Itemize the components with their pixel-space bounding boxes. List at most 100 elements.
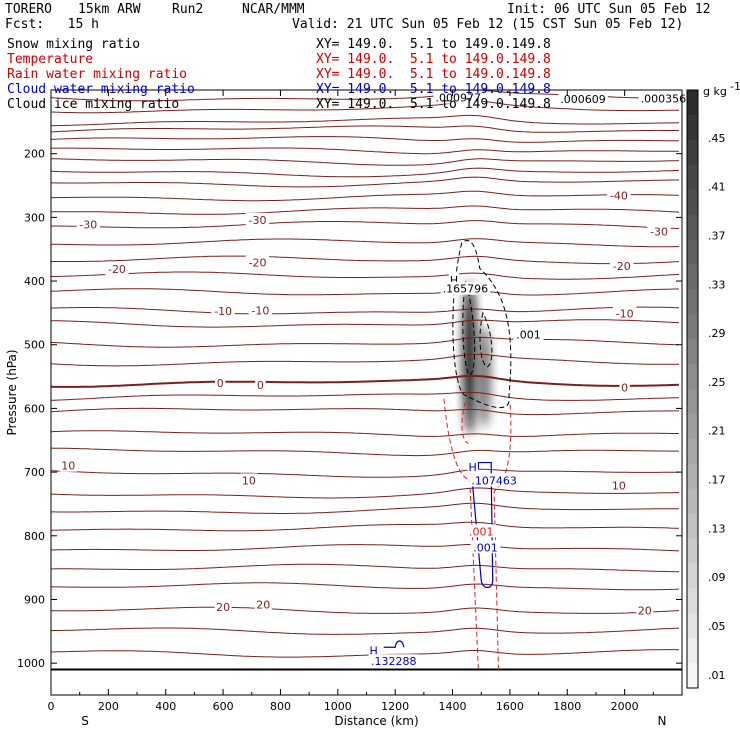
x-tick-label-5: 1000 (324, 700, 352, 713)
colorbar: .45 .41 .37 .33 .29 .25 .21 .17 .13 .09 .05 .01 g kg… (686, 80, 740, 689)
temp-isotherm-1 (51, 100, 679, 114)
rain-label-0-bg (466, 524, 497, 538)
x-tick-label-7: 1400 (439, 700, 467, 713)
colorbar-cell-7 (687, 264, 698, 290)
cloud-ice-label-4-bg (558, 91, 608, 105)
temp-isotherm-6 (51, 158, 680, 166)
colorbar-tick-9: .09 (708, 571, 726, 584)
cloud-ice-contour-core (462, 280, 476, 376)
x-end-label-left: S (81, 714, 89, 728)
temp-label-10-bg (214, 375, 226, 389)
x-axis-label: Distance (km) (334, 714, 418, 728)
temp-isotherm-24 (51, 447, 679, 457)
y-tick-label-0: 200 (24, 148, 45, 161)
temp-isotherm-11 (51, 220, 680, 229)
colorbar-cell-14 (687, 438, 698, 465)
temp-label-3-bg (647, 224, 671, 238)
legend-cloud-ice-range: XY= 149.0. 5.1 to 149.0.149.8 (316, 97, 551, 112)
cloud-water-label-1: H (468, 461, 476, 474)
temp-isotherm-23 (51, 430, 679, 437)
x-tick-label-4: 800 (270, 700, 291, 713)
temp-label-0: -40 (610, 190, 628, 203)
temp-label-16-bg (214, 600, 232, 614)
model-name: TORERO (5, 2, 52, 17)
y-tick-label-2: 400 (24, 275, 45, 288)
colorbar-tick-11: .01 (708, 669, 726, 682)
temp-label-18: 20 (638, 604, 652, 617)
colorbar-cell-11 (687, 364, 698, 390)
cloud-water-contour (472, 461, 494, 589)
cloud-ice-label-4: .000609 (560, 93, 606, 106)
y-tick-label-5: 700 (24, 466, 45, 479)
init-time: Init: 06 UTC Sun 05 Feb 12 (507, 2, 711, 17)
temp-label-15: 10 (612, 479, 626, 492)
temp-label-3: -30 (650, 225, 668, 238)
cloud-ice-label-1: .165796 (443, 283, 489, 296)
temp-isotherm-31 (51, 582, 680, 591)
rain-water-contour-upper (461, 401, 469, 444)
cloud-water-label-3: H (370, 644, 378, 657)
cloud-ice-label-3: .000977 (436, 92, 482, 105)
x-tick-label-6: 1200 (381, 700, 409, 713)
temp-isotherm-15 (51, 288, 679, 296)
colorbar-tick-7: .17 (708, 474, 726, 487)
temp-label-11: 0 (257, 379, 264, 392)
cloud-ice-label-2: .001 (516, 329, 541, 342)
temp-label-12-bg (619, 380, 630, 394)
y-axis-label: Pressure (hPa) (5, 349, 19, 435)
legend-cloud-water-range: XY= 149.0. 5.1 to 149.0.149.8 (316, 82, 551, 97)
model-resolution: 15km ARW (78, 2, 141, 17)
temp-isotherm-9 (51, 190, 680, 202)
colorbar-tick-5: .25 (708, 376, 726, 389)
y-tick-label-8: 1000 (17, 657, 45, 670)
temp-isotherm-2 (51, 114, 680, 127)
colorbar-cell-12 (687, 389, 698, 415)
colorbar-tick-3: .33 (708, 278, 726, 291)
cloud-water-label-2-bg (469, 473, 519, 487)
colorbar-cell-5 (687, 214, 698, 240)
temp-label-17: 20 (256, 599, 270, 612)
colorbar-cell-21 (687, 613, 698, 639)
colorbar-cell-1 (687, 114, 698, 141)
colorbar-frame (686, 89, 699, 689)
temp-isotherm-12 (51, 238, 679, 248)
plot-frame (50, 89, 683, 696)
cloud-ice-label-0: H (450, 274, 458, 287)
colorbar-tick-10: .05 (708, 620, 726, 633)
colorbar-cell-19 (687, 563, 698, 589)
moisture-contours (383, 240, 512, 670)
temp-isotherm-13 (51, 255, 680, 265)
legend-temperature-range: XY= 149.0. 5.1 to 149.0.149.8 (316, 52, 551, 67)
colorbar-cell-18 (687, 538, 698, 564)
temp-label-5: -20 (249, 257, 267, 270)
cloud-water-label-4: .132288 (371, 655, 417, 668)
contour-labels: -40 -30 -30 -30 -20 -20 -20 -10 -10 -10 0 0 0 10 10 10 2… (59, 90, 689, 668)
rain-water-contour (443, 398, 512, 670)
temp-label-6: -20 (613, 260, 631, 273)
cloud-ice-contour-east (479, 311, 493, 368)
valid-time: Valid: 21 UTC Sun 05 Feb 12 (15 CST Sun … (292, 17, 684, 32)
cloud-ice-label-0-bg (448, 272, 460, 286)
cloud-ice-label-5-bg (638, 91, 689, 105)
cloud-water-label-1-bg (467, 460, 478, 474)
legend-cloud-ice: Cloud ice mixing ratio (7, 97, 180, 112)
temp-isotherm-25 (51, 468, 680, 478)
colorbar-cell-13 (687, 413, 698, 440)
temp-label-13-bg (59, 458, 77, 472)
temp-isotherm-34 (51, 649, 680, 658)
cloud-water-label-3-bg (368, 643, 379, 657)
colorbar-tick-1: .41 (708, 181, 726, 194)
legend-rain-range: XY= 149.0. 5.1 to 149.0.149.8 (316, 67, 551, 82)
temp-label-2: -30 (249, 214, 267, 227)
temp-isotherm-4 (51, 136, 680, 143)
x-tick-label-10: 2000 (611, 700, 639, 713)
colorbar-cell-4 (687, 189, 698, 216)
temp-isotherm-10 (51, 205, 680, 215)
temp-isotherm-19 (51, 353, 679, 367)
x-tick-label-2: 400 (155, 700, 176, 713)
colorbar-cell-3 (687, 164, 698, 191)
temp-label-0-bg (607, 188, 631, 202)
temp-isotherm-33 (51, 627, 680, 635)
temp-label-1: -30 (79, 218, 97, 231)
